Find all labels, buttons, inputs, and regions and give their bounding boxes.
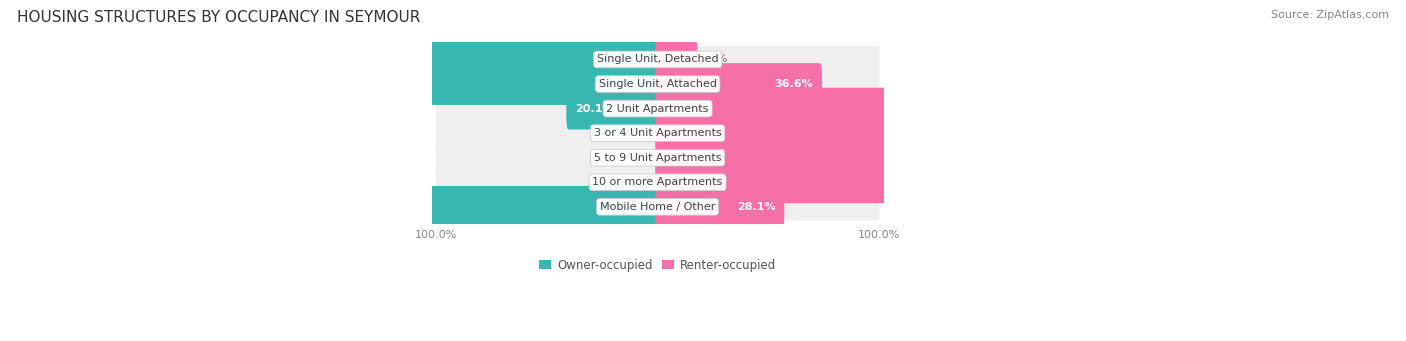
Text: 0.0%: 0.0% xyxy=(626,128,654,138)
Text: 100.0%: 100.0% xyxy=(1047,153,1094,163)
Text: 8.5%: 8.5% xyxy=(699,55,727,64)
Text: HOUSING STRUCTURES BY OCCUPANCY IN SEYMOUR: HOUSING STRUCTURES BY OCCUPANCY IN SEYMO… xyxy=(17,10,420,25)
Text: Single Unit, Attached: Single Unit, Attached xyxy=(599,79,717,89)
FancyBboxPatch shape xyxy=(250,39,659,80)
Text: 20.1%: 20.1% xyxy=(575,104,613,114)
FancyBboxPatch shape xyxy=(436,95,880,122)
Text: 100.0%: 100.0% xyxy=(1047,177,1094,187)
FancyBboxPatch shape xyxy=(436,71,880,98)
FancyBboxPatch shape xyxy=(436,169,880,196)
FancyBboxPatch shape xyxy=(655,88,1014,130)
FancyBboxPatch shape xyxy=(655,137,1102,179)
FancyBboxPatch shape xyxy=(374,63,659,105)
Text: 5 to 9 Unit Apartments: 5 to 9 Unit Apartments xyxy=(593,153,721,163)
FancyBboxPatch shape xyxy=(436,120,880,147)
FancyBboxPatch shape xyxy=(655,39,697,80)
FancyBboxPatch shape xyxy=(436,193,880,220)
Text: 0.0%: 0.0% xyxy=(626,153,654,163)
FancyBboxPatch shape xyxy=(655,63,823,105)
FancyBboxPatch shape xyxy=(655,186,785,228)
FancyBboxPatch shape xyxy=(436,144,880,171)
FancyBboxPatch shape xyxy=(655,161,1102,203)
FancyBboxPatch shape xyxy=(337,186,659,228)
Text: 28.1%: 28.1% xyxy=(737,202,776,212)
Text: 100.0%: 100.0% xyxy=(1047,128,1094,138)
FancyBboxPatch shape xyxy=(567,88,659,130)
Text: 0.0%: 0.0% xyxy=(626,177,654,187)
Text: Source: ZipAtlas.com: Source: ZipAtlas.com xyxy=(1271,10,1389,20)
Text: 79.9%: 79.9% xyxy=(966,104,1005,114)
Text: 3 or 4 Unit Apartments: 3 or 4 Unit Apartments xyxy=(593,128,721,138)
Text: 2 Unit Apartments: 2 Unit Apartments xyxy=(606,104,709,114)
Text: 63.4%: 63.4% xyxy=(384,79,422,89)
FancyBboxPatch shape xyxy=(655,112,1102,154)
Text: Mobile Home / Other: Mobile Home / Other xyxy=(600,202,716,212)
Text: 36.6%: 36.6% xyxy=(775,79,813,89)
FancyBboxPatch shape xyxy=(436,46,880,73)
Text: 71.9%: 71.9% xyxy=(346,202,384,212)
Legend: Owner-occupied, Renter-occupied: Owner-occupied, Renter-occupied xyxy=(534,254,780,276)
Text: Single Unit, Detached: Single Unit, Detached xyxy=(596,55,718,64)
Text: 91.5%: 91.5% xyxy=(259,55,298,64)
Text: 10 or more Apartments: 10 or more Apartments xyxy=(592,177,723,187)
